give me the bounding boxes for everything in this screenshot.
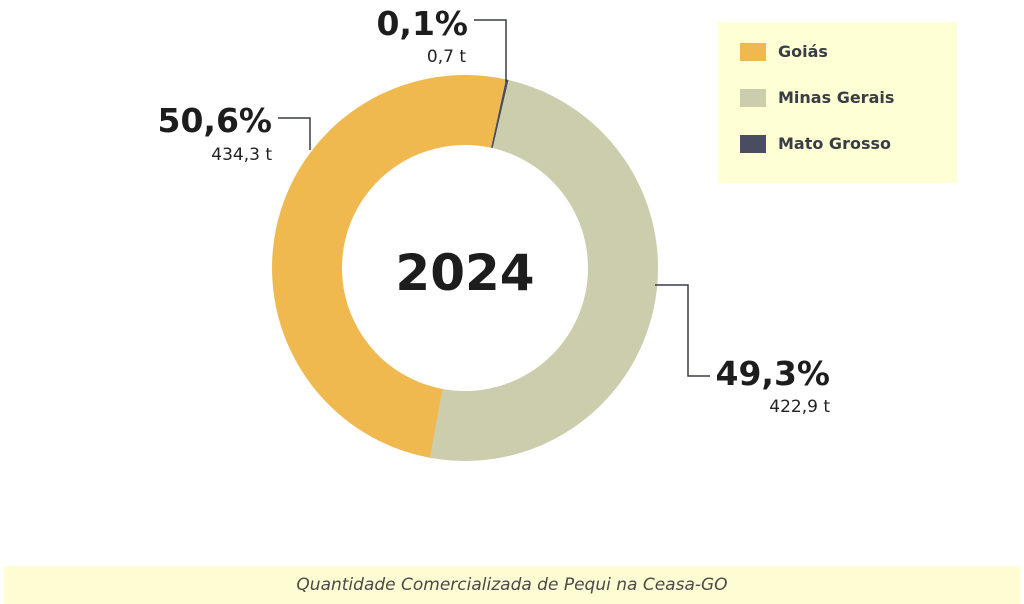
legend-label: Mato Grosso bbox=[778, 134, 891, 153]
legend-label: Minas Gerais bbox=[778, 88, 895, 107]
value-label-minas-gerais: 422,9 t bbox=[769, 397, 830, 417]
slice-goias bbox=[272, 75, 506, 459]
leader-line-mato-grosso bbox=[474, 19, 507, 82]
leader-line-minas-gerais bbox=[655, 284, 710, 377]
legend-item-mato-grosso: Mato Grosso bbox=[740, 134, 891, 153]
center-year-label: 2024 bbox=[395, 244, 534, 302]
legend-swatch bbox=[740, 88, 766, 107]
pct-label-minas-gerais: 49,3% bbox=[716, 354, 831, 393]
legend-item-minas-gerais: Minas Gerais bbox=[740, 88, 894, 107]
value-label-goias: 434,3 t bbox=[211, 145, 272, 165]
legend-label: Goiás bbox=[778, 42, 828, 61]
slice-mato-grosso bbox=[491, 79, 509, 149]
leader-line-goias bbox=[278, 117, 311, 150]
slice-minas-gerais bbox=[429, 79, 658, 461]
pct-label-goias: 50,6% bbox=[158, 101, 273, 140]
legend-swatch bbox=[740, 42, 766, 61]
pct-label-mato-grosso: 0,1% bbox=[376, 4, 468, 43]
chart-caption: Quantidade Comercializada de Pequi na Ce… bbox=[4, 566, 1020, 604]
legend-item-goias: Goiás bbox=[740, 42, 828, 61]
value-label-mato-grosso: 0,7 t bbox=[427, 47, 466, 67]
legend: Goiás Minas Gerais Mato Grosso bbox=[718, 22, 957, 183]
legend-swatch bbox=[740, 134, 766, 153]
